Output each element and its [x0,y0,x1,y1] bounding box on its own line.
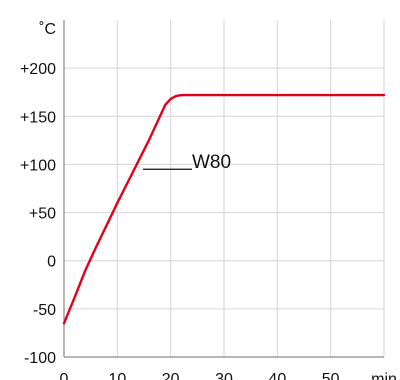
legend-label: W80 [192,152,231,173]
y-tick-label: +200 [20,61,56,78]
y-axis-unit: ˚C [39,21,56,38]
y-tick-label: -50 [33,302,56,319]
grid [64,20,385,357]
x-tick-label: 20 [162,371,180,380]
x-axis-unit: min [371,371,397,380]
inline-legend: W80 [143,152,231,173]
tick-labels: -100 -50 0 +50 +100 +150 +200 ˚C 0 10 20 30 40 50 min [20,21,397,380]
y-tick-label: +150 [20,109,56,126]
series-lines [62,93,386,325]
y-tick-label: -100 [24,350,56,367]
y-tick-label: +50 [29,206,56,223]
x-tick-label: 50 [322,371,340,380]
x-tick-label: 0 [60,371,69,380]
x-tick-label: 30 [215,371,233,380]
y-tick-label: +100 [20,157,56,174]
y-tick-label: 0 [47,254,56,271]
series-line-w80 [62,93,386,325]
axes [63,20,384,358]
x-tick-label: 40 [268,371,286,380]
x-tick-label: 10 [108,371,126,380]
